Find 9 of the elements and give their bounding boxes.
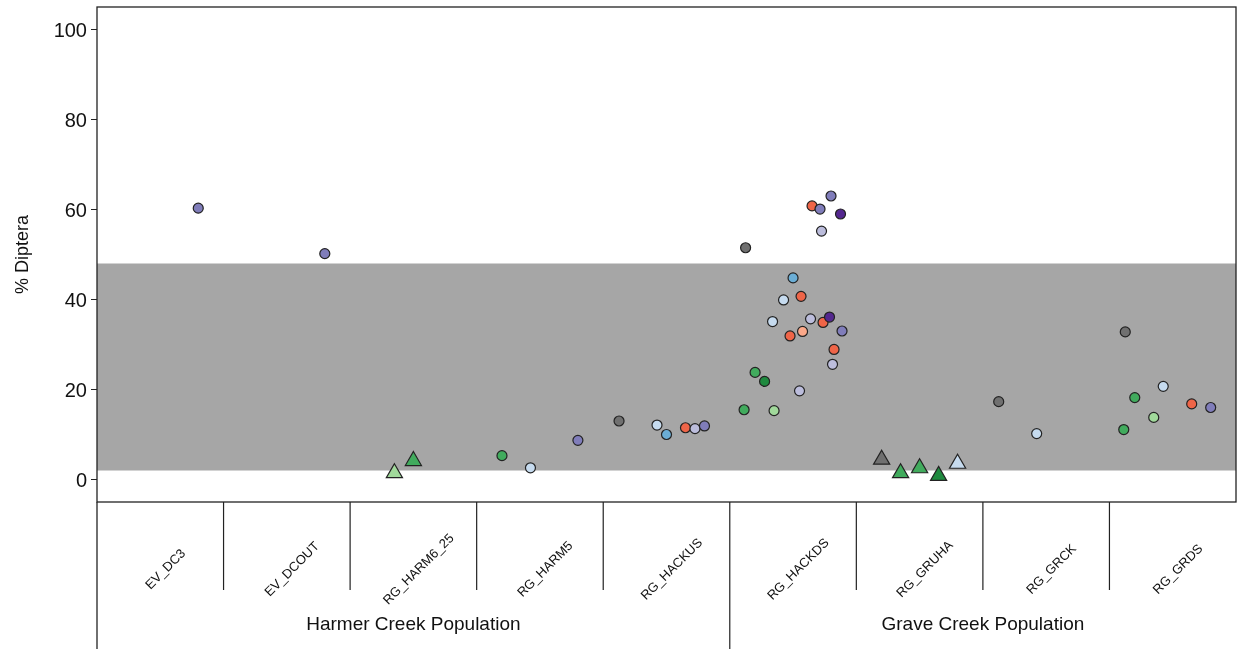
y-tick-label: 100 xyxy=(53,18,87,41)
text: Grave Creek Population xyxy=(881,613,1085,634)
y-axis-title: % Diptera xyxy=(12,214,32,295)
y-tick-label: 20 xyxy=(64,378,87,401)
y-tick-label: 60 xyxy=(64,198,87,221)
y-tick-label: 80 xyxy=(64,108,87,131)
text: Harmer Creek Population xyxy=(306,613,521,634)
y-tick-label: 40 xyxy=(64,288,87,311)
y-tick-label: 0 xyxy=(75,468,87,491)
